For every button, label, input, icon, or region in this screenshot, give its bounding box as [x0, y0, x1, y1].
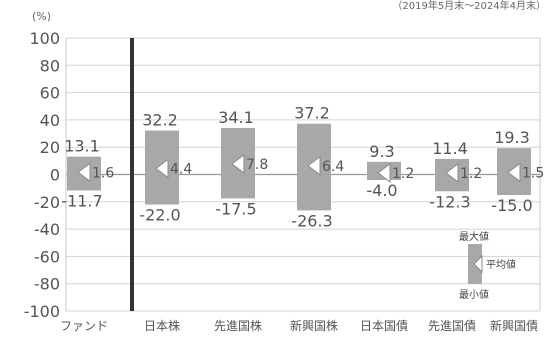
- avg-value-label: 1.2: [392, 166, 414, 182]
- x-tick-label: 先進国株: [214, 318, 262, 333]
- avg-value-label: 7.8: [246, 157, 268, 173]
- average-marker: [231, 153, 245, 174]
- y-tick-label: 100: [29, 29, 60, 48]
- y-tick-label: 20: [40, 138, 60, 157]
- x-tick-label: 先進国債: [428, 318, 476, 333]
- y-axis-ticks: 100 80 60 40 20 0 -20 -40 -60 -80 -100: [24, 29, 60, 321]
- max-value-label: 9.3: [369, 142, 394, 161]
- max-value-label: 34.1: [218, 108, 254, 127]
- avg-value-label: 1.5: [522, 165, 544, 181]
- avg-value-label: 4.4: [170, 161, 192, 177]
- average-marker: [377, 162, 391, 183]
- x-tick-label: 新興国株: [290, 318, 338, 333]
- y-tick-label: 0: [50, 166, 60, 185]
- y-tick-label: 60: [40, 84, 60, 103]
- average-marker: [507, 162, 521, 183]
- min-value-label: -4.0: [366, 181, 397, 200]
- avg-value-label: 6.4: [322, 159, 344, 175]
- legend-average-marker: [473, 254, 483, 274]
- x-tick-label: 新興国債: [490, 318, 538, 333]
- legend-min-label: 最小値: [459, 288, 489, 301]
- min-value-label: -17.5: [215, 199, 256, 218]
- avg-value-label: 1.6: [92, 165, 114, 181]
- min-value-label: -11.7: [61, 191, 102, 210]
- max-value-label: 32.2: [142, 111, 178, 130]
- y-tick-label: -80: [34, 275, 60, 294]
- max-value-label: 37.2: [294, 104, 330, 123]
- y-tick-label: 80: [40, 56, 60, 75]
- average-marker: [307, 155, 321, 176]
- legend-max-label: 最大値: [459, 230, 489, 243]
- y-tick-label: -40: [34, 220, 60, 239]
- legend-avg-label: 平均値: [486, 258, 516, 271]
- y-tick-label: -20: [34, 193, 60, 212]
- average-marker: [155, 158, 169, 179]
- y-unit-label: (%): [32, 10, 51, 23]
- min-value-label: -22.0: [139, 206, 180, 225]
- min-value-label: -15.0: [491, 196, 532, 215]
- y-tick-label: 40: [40, 111, 60, 130]
- min-value-label: -26.3: [291, 211, 332, 230]
- x-tick-label: 日本国債: [360, 318, 408, 333]
- period-label: （2019年5月末～2024年4月末）: [392, 0, 546, 12]
- range-bars: [67, 38, 531, 311]
- max-value-label: 11.4: [432, 139, 468, 158]
- x-tick-label: ファンド: [60, 319, 108, 333]
- min-value-label: -12.3: [429, 192, 470, 211]
- y-tick-label: -60: [34, 247, 60, 266]
- data-labels: 13.1 -11.7 1.6 32.2 -22.0 4.4 34.1 -17.5 7.8 37.2…: [61, 104, 544, 231]
- average-marker: [77, 162, 91, 183]
- x-axis-ticks: ファンド 日本株 先進国株 新興国株 日本国債 先進国債 新興国債: [60, 318, 538, 333]
- average-marker: [445, 162, 459, 183]
- max-value-label: 13.1: [64, 137, 100, 156]
- max-value-label: 19.3: [494, 128, 530, 147]
- x-tick-label: 日本株: [144, 318, 180, 333]
- y-tick-label: -100: [24, 302, 60, 321]
- avg-value-label: 1.2: [460, 166, 482, 182]
